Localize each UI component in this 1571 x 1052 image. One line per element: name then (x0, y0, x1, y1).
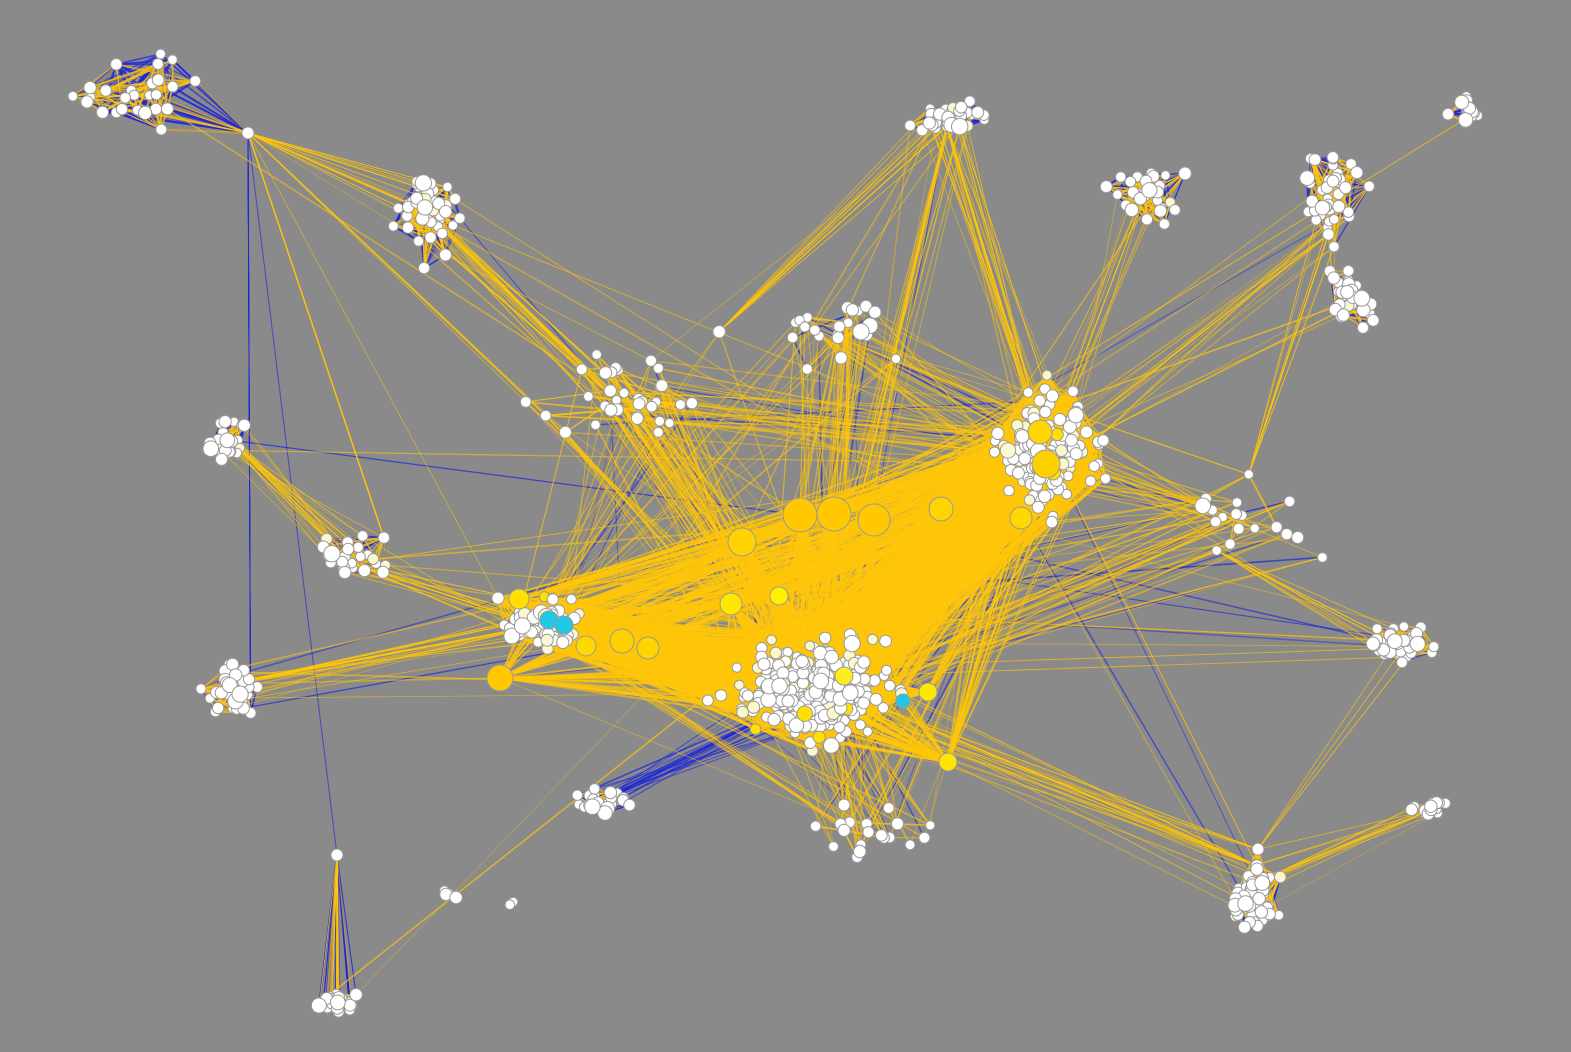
blue-edge (1163, 173, 1186, 225)
blue-edge (172, 86, 249, 134)
blue-edge (157, 63, 196, 82)
blue-edge (159, 53, 249, 134)
blue-edge (116, 53, 161, 66)
blue-edge (102, 111, 249, 134)
blue-edge (326, 537, 384, 540)
